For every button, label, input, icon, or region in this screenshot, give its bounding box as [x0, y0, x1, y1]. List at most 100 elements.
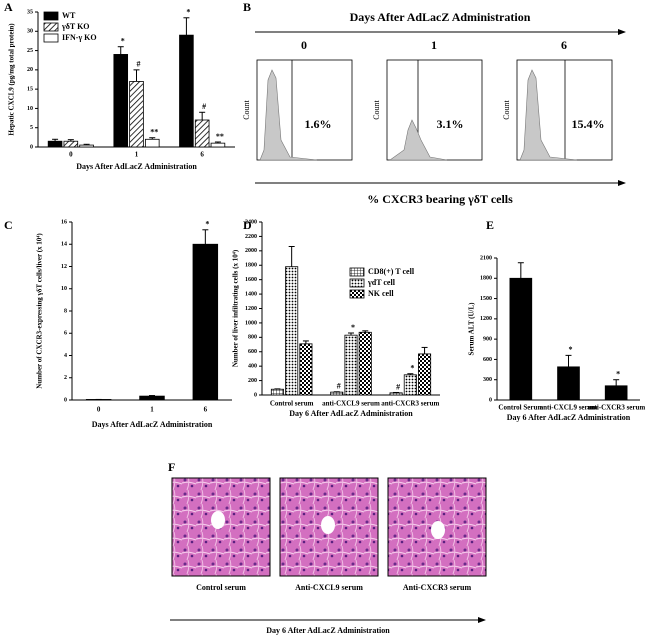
y-tick-label: 1800 — [480, 276, 492, 282]
y-tick-label: 35 — [27, 9, 33, 15]
panel-label: C — [4, 218, 13, 232]
flow-percent: 15.4% — [572, 117, 605, 131]
significance-mark: * — [121, 37, 125, 46]
y-tick-label: 1200 — [480, 316, 492, 322]
image-caption: Anti-CXCL9 serum — [295, 583, 363, 592]
y-tick-label: 15 — [27, 87, 33, 93]
y-tick-label: 4 — [64, 353, 67, 359]
bar — [63, 140, 79, 148]
y-axis-label: Serum ALT (U/L) — [468, 302, 476, 356]
x-tick-label: Control Serum — [498, 404, 543, 412]
x-tick-label: 6 — [200, 151, 204, 159]
histogram — [519, 69, 578, 161]
y-tick-label: 6 — [64, 331, 67, 337]
y-tick-label: 1400 — [245, 291, 257, 297]
y-tick-label: 14 — [61, 242, 67, 248]
significance-mark: * — [616, 370, 620, 379]
flow-percent: 1.6% — [305, 117, 332, 131]
bar — [299, 343, 313, 396]
bar — [139, 395, 165, 401]
y-tick-label: 200 — [248, 378, 257, 384]
bar — [192, 243, 219, 401]
y-tick-label: 300 — [483, 377, 492, 383]
x-tick-label: 0 — [69, 151, 73, 159]
bar — [210, 142, 226, 148]
y-tick-label: 0 — [64, 397, 67, 403]
y-tick-label: 1200 — [245, 306, 257, 312]
y-tick-label: 16 — [61, 219, 67, 225]
panel-label: A — [4, 0, 13, 14]
bar — [285, 266, 299, 396]
legend-swatch — [43, 33, 59, 43]
y-tick-label: 30 — [27, 29, 33, 35]
legend-swatch — [349, 267, 365, 277]
x-tick-label: 1 — [150, 406, 154, 414]
y-tick-label: 600 — [248, 349, 257, 355]
histogram — [389, 119, 448, 161]
bar — [509, 277, 533, 401]
y-tick-label: 5 — [30, 125, 33, 131]
legend-label: IFN-γ KO — [62, 33, 97, 42]
significance-mark: * — [205, 220, 209, 229]
flow-day: 0 — [301, 38, 307, 52]
bar — [113, 54, 129, 148]
y-tick-label: 600 — [483, 357, 492, 363]
bar — [389, 392, 403, 396]
y-tick-label: 2 — [64, 375, 67, 381]
bar — [358, 331, 372, 396]
bar — [403, 374, 417, 396]
y-tick-label: 1500 — [480, 296, 492, 302]
x-tick-label: Control serum — [270, 400, 314, 408]
significance-mark: * — [410, 364, 414, 373]
bar — [194, 119, 210, 148]
legend-label: NK cell — [368, 289, 394, 298]
x-tick-label: anti-CXCR3 serum — [587, 404, 645, 412]
flow-frame — [386, 59, 483, 161]
flow-day: 6 — [561, 38, 567, 52]
significance-mark: ** — [150, 128, 158, 137]
y-tick-label: 0 — [30, 144, 33, 150]
significance-mark: ** — [216, 132, 224, 141]
bar — [418, 353, 432, 396]
legend-swatch — [43, 11, 59, 21]
legend-label: γdT cell — [367, 278, 396, 287]
legend-label: CD8(+) T cell — [368, 267, 415, 276]
x-tick-label: anti-CXCL9 serum — [540, 404, 598, 412]
flow-day: 1 — [431, 38, 437, 52]
flow-xlabel: % CXCR3 bearing γδT cells — [367, 192, 513, 206]
y-tick-label: 0 — [489, 397, 492, 403]
y-tick-label: 20 — [27, 67, 33, 73]
image-caption: Control serum — [196, 583, 246, 592]
bar — [270, 388, 284, 396]
y-axis-label: Hepatic CXCL9 (pg/mg total protein) — [8, 23, 16, 136]
x-axis-label: Day 6 After AdLacZ Administration — [289, 409, 413, 418]
significance-mark: # — [137, 60, 141, 69]
vessel — [431, 521, 445, 539]
panel-label: D — [243, 218, 252, 232]
flow-ylabel: Count — [242, 99, 251, 119]
y-tick-label: 2000 — [245, 248, 257, 254]
significance-mark: # — [396, 382, 400, 391]
significance-mark: * — [186, 8, 190, 17]
y-tick-label: 10 — [27, 106, 33, 112]
x-axis-label: Days After AdLacZ Administration — [76, 162, 197, 171]
flow-title: Days After AdLacZ Administration — [350, 10, 531, 24]
y-tick-label: 400 — [248, 364, 257, 370]
histogram — [259, 69, 318, 161]
y-tick-label: 12 — [61, 264, 67, 270]
image-caption: Anti-CXCR3 serum — [403, 583, 472, 592]
legend-label: γδT KO — [61, 22, 90, 31]
y-tick-label: 800 — [248, 335, 257, 341]
bar — [604, 385, 628, 401]
y-tick-label: 2100 — [480, 255, 492, 261]
y-tick-label: 2400 — [245, 219, 257, 225]
y-tick-label: 10 — [61, 286, 67, 292]
flow-percent: 3.1% — [437, 117, 464, 131]
significance-mark: # — [337, 382, 341, 391]
legend-swatch — [349, 278, 365, 288]
panel-label: B — [243, 0, 251, 14]
bar — [330, 391, 344, 396]
significance-mark: * — [351, 323, 355, 332]
vessel — [211, 511, 225, 529]
